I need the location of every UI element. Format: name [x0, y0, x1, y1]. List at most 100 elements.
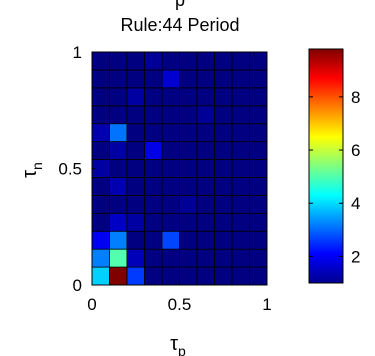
heatmap-cell: [91, 123, 110, 143]
y-axis-label-main: τ: [19, 170, 41, 178]
heatmap-cell: [126, 248, 145, 268]
heatmap-cell: [231, 230, 250, 250]
heatmap-cell: [249, 123, 268, 143]
heatmap-cell: [214, 159, 233, 178]
x-axis-label-subscript: p: [178, 343, 186, 356]
heatmap-cell: [161, 230, 180, 250]
x-tick-label: 1: [262, 295, 271, 314]
heatmap-cell: [126, 194, 145, 214]
heatmap-cell: [214, 266, 233, 286]
x-axis-ticks: 0 0.5 1: [87, 282, 272, 314]
heatmap-cell: [109, 105, 128, 125]
x-axis-label: τp: [170, 333, 186, 356]
heatmap-cell: [161, 266, 180, 286]
heatmap-cell: [214, 230, 233, 250]
x-tick-label: 0: [87, 295, 96, 314]
heatmap-cell: [196, 123, 215, 143]
heatmap-cell: [161, 194, 180, 214]
y-axis-label: τn: [19, 162, 45, 178]
heatmap-cell: [249, 51, 268, 71]
chart-title-top: p: [175, 0, 185, 10]
heatmap-cell: [214, 105, 233, 125]
heatmap-cell: [249, 248, 268, 268]
heatmap-cell: [179, 212, 198, 232]
heatmap-cell: [179, 248, 198, 268]
heatmap-cell: [249, 141, 268, 160]
heatmap-cell: [109, 177, 128, 196]
heatmap-cell: [196, 230, 215, 250]
heatmap-cell: [196, 266, 215, 286]
heatmap-cell: [144, 87, 163, 107]
heatmap-cell: [231, 123, 250, 143]
heatmap-cell: [161, 212, 180, 232]
heatmap-cell: [231, 248, 250, 268]
colorbar-tick-label: 6: [351, 141, 360, 160]
heatmap-cell: [126, 212, 145, 232]
heatmap-cell: [126, 87, 145, 107]
heatmap-cell: [91, 51, 110, 71]
heatmap-cell: [196, 51, 215, 71]
heatmap-cell: [179, 141, 198, 160]
heatmap-cell: [179, 177, 198, 196]
colorbar: [308, 48, 344, 284]
heatmap-cell: [196, 177, 215, 196]
heatmap-cell: [144, 177, 163, 196]
x-axis-label-main: τ: [170, 333, 178, 355]
heatmap-cell: [144, 69, 163, 89]
heatmap-cell: [144, 159, 163, 178]
heatmap-cell: [179, 87, 198, 107]
heatmap-cell: [109, 159, 128, 178]
heatmap-cell: [196, 105, 215, 125]
heatmap-cell: [214, 248, 233, 268]
heatmap-cell: [91, 69, 110, 89]
heatmap-cell: [249, 105, 268, 125]
heatmap-cell: [126, 69, 145, 89]
x-tick-label: 0.5: [168, 295, 192, 314]
heatmap-cell: [214, 69, 233, 89]
heatmap-cell: [196, 69, 215, 89]
heatmap-cell: [91, 266, 110, 286]
chart-title: Rule:44 Period: [120, 15, 239, 35]
heatmap-cell: [179, 69, 198, 89]
y-tick-label: 0.5: [58, 160, 82, 179]
heatmap-cell: [91, 212, 110, 232]
y-axis-label-subscript: n: [29, 162, 45, 170]
heatmap-cells: [91, 51, 268, 286]
y-axis-ticks: 00.51: [58, 43, 95, 295]
colorbar-ticks: 2 4 6 8: [309, 88, 360, 266]
heatmap-cell: [231, 194, 250, 214]
heatmap-cell: [161, 159, 180, 178]
heatmap-cell: [161, 51, 180, 71]
heatmap-cell: [126, 159, 145, 178]
heatmap-cell: [214, 51, 233, 71]
heatmap-cell: [91, 248, 110, 268]
heatmap-cell: [179, 194, 198, 214]
heatmap-cell: [231, 69, 250, 89]
heatmap-cell: [249, 159, 268, 178]
heatmap-cell: [109, 51, 128, 71]
heatmap-cell: [249, 87, 268, 107]
heatmap-cell: [144, 266, 163, 286]
heatmap-cell: [91, 87, 110, 107]
heatmap-cell: [144, 194, 163, 214]
heatmap-cell: [126, 123, 145, 143]
heatmap-cell: [214, 123, 233, 143]
heatmap-cell: [126, 51, 145, 71]
heatmap-cell: [161, 248, 180, 268]
heatmap-cell: [109, 266, 128, 286]
heatmap-cell: [196, 87, 215, 107]
heatmap-cell: [91, 194, 110, 214]
heatmap-cell: [231, 87, 250, 107]
heatmap-cell: [161, 87, 180, 107]
heatmap-cell: [109, 141, 128, 160]
heatmap-cell: [161, 123, 180, 143]
heatmap-cell: [196, 212, 215, 232]
heatmap-cell: [161, 105, 180, 125]
heatmap-cell: [214, 141, 233, 160]
heatmap-cell: [179, 105, 198, 125]
heatmap-cell: [249, 230, 268, 250]
heatmap-cell: [144, 230, 163, 250]
heatmap-cell: [109, 87, 128, 107]
heatmap-cell: [91, 177, 110, 196]
